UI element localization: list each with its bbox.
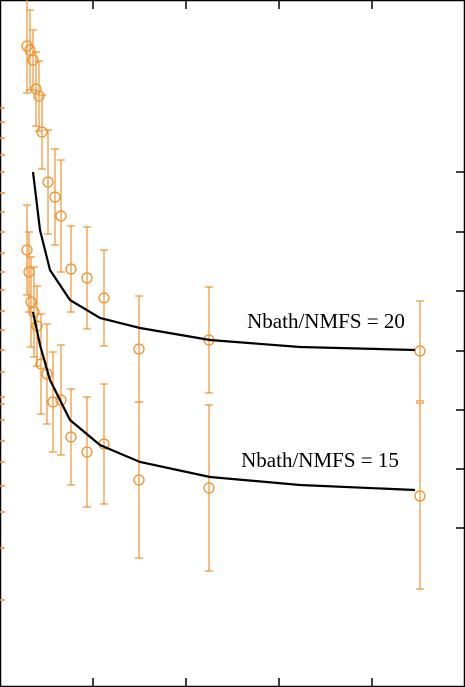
data-point (65, 431, 77, 443)
data-point (49, 191, 61, 203)
data-point (65, 263, 77, 275)
data-point (21, 244, 33, 256)
data-point (55, 210, 67, 222)
series-label: Nbath/NMFS = 15 (241, 448, 399, 472)
data-point (203, 482, 215, 494)
series-label: Nbath/NMFS = 20 (247, 309, 405, 333)
data-point (36, 126, 48, 138)
data-point (133, 343, 145, 355)
data-point (414, 345, 426, 357)
data-point (133, 474, 145, 486)
data-point (42, 176, 54, 188)
data-point (47, 396, 59, 408)
data-point (25, 296, 37, 308)
data-point (30, 83, 42, 95)
data-point (55, 394, 67, 406)
data-point (33, 90, 45, 102)
fit-curve (31, 311, 416, 492)
data-point (414, 490, 426, 502)
data-point (24, 44, 36, 56)
data-point (27, 54, 39, 66)
data-point (81, 446, 93, 458)
fit-curve (31, 171, 416, 352)
data-point (98, 292, 110, 304)
data-point (81, 272, 93, 284)
